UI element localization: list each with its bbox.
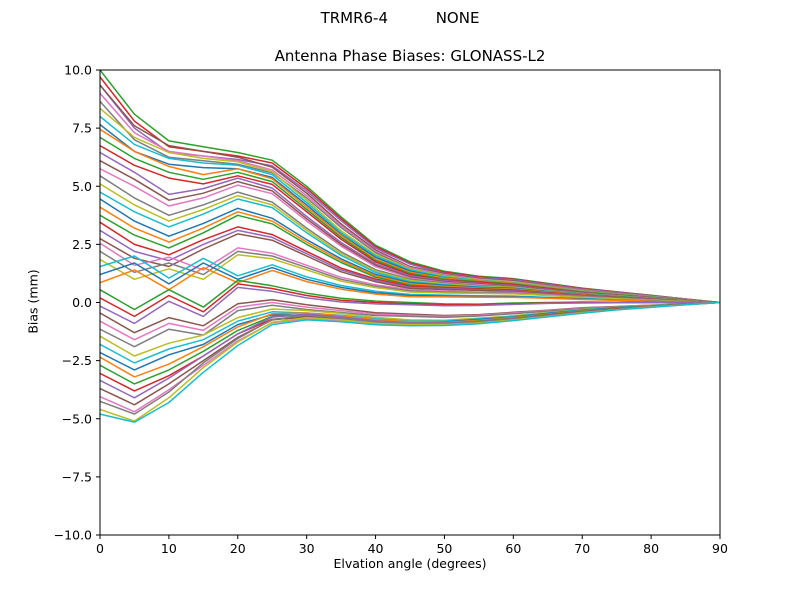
series-line-48 bbox=[100, 301, 720, 423]
y-tick-label: 7.5 bbox=[72, 121, 92, 136]
series-line-30 bbox=[100, 266, 720, 304]
series-group bbox=[100, 70, 720, 423]
y-tick-label: 0.0 bbox=[72, 295, 92, 310]
x-tick-label: 20 bbox=[230, 541, 246, 556]
y-tick-label: 5.0 bbox=[72, 179, 92, 194]
x-axis-label: Elvation angle (degrees) bbox=[333, 556, 487, 571]
x-tick-label: 30 bbox=[299, 541, 315, 556]
x-tick-label: 80 bbox=[643, 541, 659, 556]
axes-title: Antenna Phase Biases: GLONASS-L2 bbox=[274, 47, 546, 65]
y-tick-label: −5.0 bbox=[62, 411, 92, 426]
y-axis-label: Bias (mm) bbox=[25, 269, 41, 334]
x-tick-label: 40 bbox=[368, 541, 384, 556]
x-tick-label: 90 bbox=[712, 541, 728, 556]
x-tick-label: 10 bbox=[161, 541, 177, 556]
y-tick-label: −10.0 bbox=[54, 528, 92, 543]
y-tick-label: 2.5 bbox=[72, 237, 92, 252]
series-line-44 bbox=[100, 301, 720, 406]
x-tick-label: 60 bbox=[505, 541, 521, 556]
figure-suptitle: TRMR6-4 NONE bbox=[320, 9, 480, 27]
x-tick-label: 50 bbox=[436, 541, 452, 556]
y-tick-label: 10.0 bbox=[64, 63, 92, 78]
x-tick-label: 0 bbox=[96, 541, 104, 556]
y-tick-label: −2.5 bbox=[62, 353, 92, 368]
x-tick-label: 70 bbox=[574, 541, 590, 556]
y-tick-label: −7.5 bbox=[62, 469, 92, 484]
series-line-27 bbox=[100, 254, 720, 304]
series-line-33 bbox=[100, 286, 720, 325]
